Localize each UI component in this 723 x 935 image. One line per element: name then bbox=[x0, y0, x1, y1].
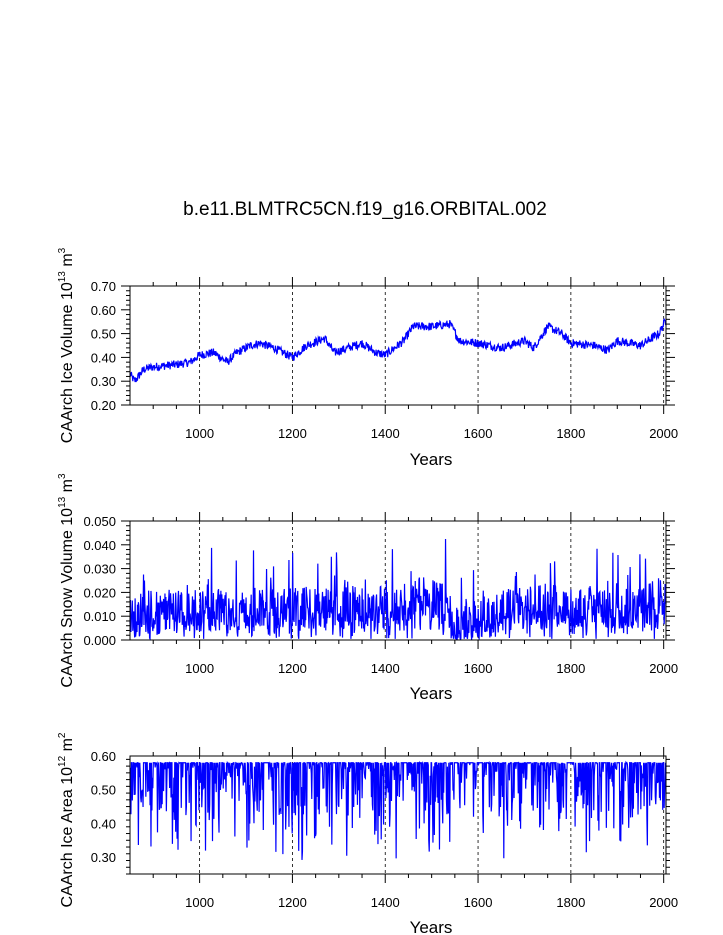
y-tick-label: 0.40 bbox=[91, 816, 116, 831]
y-tick-label: 0.020 bbox=[83, 585, 116, 600]
panel-ice-volume: 1000 1200 1400 1600 1800 2000 0.20 0.30 0.40 0.50… bbox=[57, 247, 678, 469]
y-tick-label: 0.030 bbox=[83, 562, 116, 577]
x-axis-label: Years bbox=[410, 450, 453, 469]
panel-ice-area: 1000 1200 1400 1600 1800 2000 0.30 0.40 0.50 0.60… bbox=[57, 732, 678, 935]
y-tick-label: 0.040 bbox=[83, 538, 116, 553]
y-tick-label: 0.70 bbox=[91, 279, 116, 294]
x-tick-label: 1200 bbox=[278, 661, 307, 676]
x-axis-label: Years bbox=[410, 684, 453, 703]
plot-frame bbox=[129, 285, 667, 406]
plot-frame bbox=[129, 755, 667, 875]
x-tick-label: 1600 bbox=[464, 895, 493, 910]
y-tick-label: 0.50 bbox=[91, 327, 116, 342]
x-tick-label: 1600 bbox=[464, 661, 493, 676]
y-tick-label: 0.010 bbox=[83, 609, 116, 624]
series-line bbox=[129, 760, 667, 860]
y-tick-label: 0.050 bbox=[83, 514, 116, 529]
y-tick-label: 0.60 bbox=[91, 749, 116, 764]
x-tick-label: 1600 bbox=[464, 426, 493, 441]
x-tick-label: 1800 bbox=[556, 426, 585, 441]
x-tick-label: 1000 bbox=[185, 895, 214, 910]
y-tick-label: 0.000 bbox=[83, 633, 116, 648]
y-tick-label: 0.20 bbox=[91, 398, 116, 413]
x-tick-label: 1200 bbox=[278, 895, 307, 910]
series-line bbox=[129, 318, 667, 383]
x-axis-label: Years bbox=[410, 918, 453, 935]
series-line bbox=[129, 538, 667, 641]
y-tick-label: 0.60 bbox=[91, 303, 116, 318]
x-tick-label: 1000 bbox=[185, 426, 214, 441]
y-tick-label: 0.30 bbox=[91, 374, 116, 389]
x-tick-label: 1200 bbox=[278, 426, 307, 441]
x-tick-label: 1800 bbox=[556, 661, 585, 676]
y-axis-label: CAArch Snow Volume 1013 m3 bbox=[57, 473, 76, 688]
x-tick-label: 2000 bbox=[649, 661, 678, 676]
chart-title: b.e11.BLMTRC5CN.f19_g16.ORBITAL.002 bbox=[183, 199, 547, 220]
y-axis-label: CAArch Ice Area 1012 m2 bbox=[57, 732, 76, 907]
x-tick-label: 1800 bbox=[556, 895, 585, 910]
x-tick-label: 1000 bbox=[185, 661, 214, 676]
y-tick-label: 0.50 bbox=[91, 783, 116, 798]
panel-snow-volume: 1000 1200 1400 1600 1800 2000 0.000 0.010 0.020 0… bbox=[57, 473, 678, 703]
plot-frame bbox=[129, 520, 667, 641]
x-tick-label: 2000 bbox=[649, 426, 678, 441]
y-tick-label: 0.30 bbox=[91, 850, 116, 865]
x-tick-label: 1400 bbox=[371, 426, 400, 441]
x-tick-label: 1400 bbox=[371, 661, 400, 676]
x-tick-label: 1400 bbox=[371, 895, 400, 910]
x-tick-label: 2000 bbox=[649, 895, 678, 910]
y-axis-label: CAArch Ice Volume 1013 m3 bbox=[57, 247, 76, 443]
y-tick-label: 0.40 bbox=[91, 350, 116, 365]
